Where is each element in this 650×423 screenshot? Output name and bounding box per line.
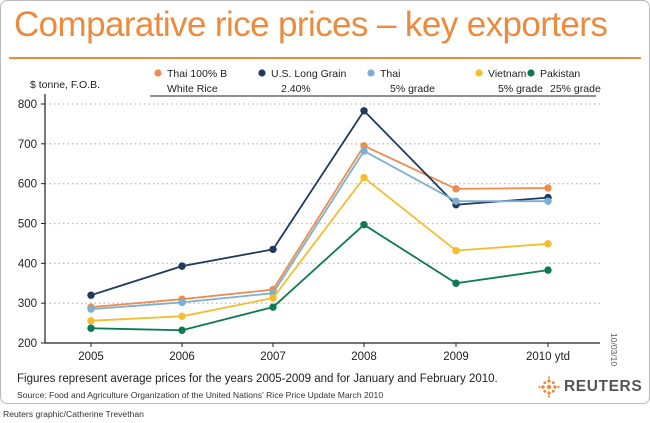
series-line (90, 223, 549, 332)
data-point (360, 173, 368, 182)
legend-label-line2: 5% grade (390, 83, 435, 95)
title-divider (9, 57, 641, 59)
data-point (87, 316, 95, 325)
legend-label-line2: 2.40% (281, 83, 311, 95)
data-point (544, 197, 552, 205)
data-point (360, 220, 368, 229)
y-tick-label: 700 (18, 139, 37, 151)
x-tick-label: 2007 (260, 351, 286, 363)
data-point (269, 245, 277, 254)
legend-label: U.S. Long Grain (271, 68, 346, 80)
x-tick-label: 2008 (351, 351, 377, 363)
y-tick-label: 200 (18, 338, 37, 350)
chart-title: Comparative rice prices – key exporters (14, 5, 608, 44)
data-point (360, 147, 368, 155)
data-point (452, 185, 460, 193)
series-line (90, 176, 549, 322)
legend-marker (154, 69, 162, 77)
legend-label: Thai 100% B (167, 68, 227, 80)
data-point (544, 184, 552, 192)
legend-marker (258, 69, 266, 77)
data-point (452, 197, 460, 205)
series-line (90, 144, 549, 309)
legend-marker (367, 69, 375, 77)
data-point (360, 142, 368, 150)
y-axis-title: $ tonne, F.O.B. (30, 79, 100, 91)
data-point (269, 303, 277, 311)
reuters-logo-text: REUTERS (564, 378, 643, 395)
legend-marker (527, 69, 535, 77)
x-tick-label: 2006 (169, 351, 195, 363)
y-tick-label: 800 (18, 99, 37, 111)
legend-label: Vietnam (488, 68, 527, 80)
legend-label: Pakistan (540, 68, 580, 80)
graphic-credit: Reuters graphic/Catherine Trevethan (3, 409, 144, 419)
legend-label-line2: White Rice (167, 83, 218, 95)
footnote: Figures represent average prices for the… (17, 373, 498, 385)
series-line (90, 109, 549, 297)
y-tick-label: 300 (18, 298, 37, 310)
y-tick-label: 400 (18, 258, 37, 270)
y-tick-label: 500 (18, 219, 37, 231)
x-tick-label: 2009 (443, 351, 469, 363)
legend-label: Thai (380, 68, 400, 80)
x-tick-label: 2010 ytd (526, 351, 570, 363)
data-point (544, 266, 552, 274)
line-chart: 200 300 400 500 600 700 800 2005 2006 2007 2008 200… (18, 68, 601, 363)
legend-label-line2: 5% grade (498, 83, 543, 95)
data-point (360, 107, 368, 115)
data-point (544, 240, 552, 248)
data-point (87, 291, 95, 299)
data-point (178, 312, 186, 321)
data-point (178, 298, 186, 307)
reuters-dots-icon (538, 376, 560, 398)
data-point (87, 305, 95, 313)
data-point (452, 246, 460, 255)
data-point (452, 279, 460, 287)
x-tick-label: 2005 (78, 351, 104, 363)
data-point (269, 294, 277, 302)
data-point (87, 324, 95, 332)
legend-marker (475, 69, 483, 77)
source-note: Source: Food and Agriculture Organizatio… (17, 390, 384, 400)
reuters-logo: REUTERS (538, 375, 642, 399)
data-point (178, 326, 186, 334)
legend-label-line2: 25% grade (550, 83, 601, 95)
series-line (90, 150, 548, 311)
data-point (178, 262, 186, 270)
date-stamp: 10/03/10 (609, 333, 619, 367)
y-tick-label: 600 (18, 179, 37, 191)
